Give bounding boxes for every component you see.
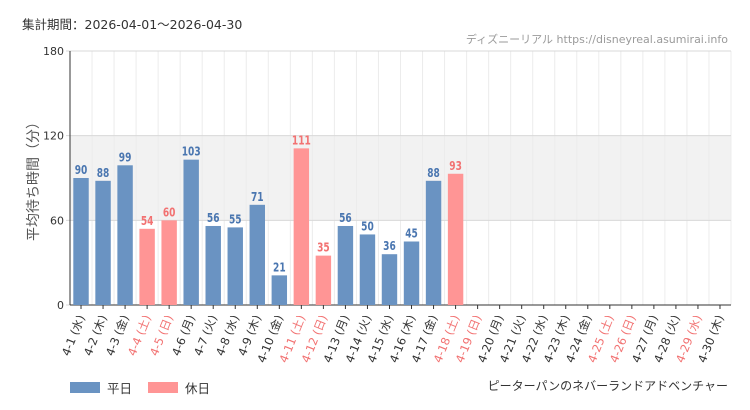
data-label-4-7 (火): 56: [207, 211, 220, 225]
bar-4-14 (火): [359, 234, 376, 305]
bar-4-10 (金): [271, 275, 288, 305]
data-label-4-6 (月): 103: [182, 145, 201, 159]
bar-4-16 (木): [403, 241, 420, 305]
bar-4-8 (水): [227, 227, 243, 305]
data-label-4-17 (金): 88: [427, 166, 440, 180]
data-label-4-1 (水): 90: [75, 163, 88, 177]
data-label-4-18 (土): 93: [449, 159, 462, 173]
bar-4-15 (水): [381, 254, 398, 305]
data-label-4-13 (月): 56: [339, 211, 352, 225]
y-tick-label-60: 60: [50, 214, 64, 227]
bar-4-13 (月): [337, 225, 354, 305]
y-axis-title: 平均待ち時間（分）: [26, 115, 42, 241]
period-label: 集計期間：2026-04-01～2026-04-30: [22, 17, 243, 32]
data-label-4-12 (日): 35: [317, 241, 330, 255]
y-tick-label-180: 180: [43, 45, 64, 58]
bar-4-3 (金): [117, 165, 133, 305]
bar-4-4 (土): [139, 228, 155, 305]
bar-4-9 (木): [249, 204, 265, 305]
y-tick-label-0: 0: [57, 299, 64, 312]
bar-4-12 (日): [315, 255, 332, 305]
bar-4-5 (日): [161, 220, 177, 305]
data-label-4-15 (水): 36: [383, 239, 396, 253]
data-label-4-8 (水): 55: [229, 212, 242, 226]
bar-4-6 (月): [183, 159, 199, 305]
bar-4-11 (土): [293, 148, 310, 305]
source-label: ディズニーリアル https://disneyreal.asumirai.inf…: [465, 33, 728, 46]
ride-name: ピーターパンのネバーランドアドベンチャー: [487, 379, 728, 393]
bar-4-7 (火): [205, 225, 221, 305]
bar-4-18 (土): [447, 173, 464, 305]
legend-swatch-weekday: [70, 382, 100, 393]
data-label-4-9 (木): 71: [251, 190, 264, 204]
legend-swatch-holiday: [148, 382, 179, 393]
bar-4-2 (木): [95, 180, 111, 305]
bar-4-17 (金): [425, 180, 442, 305]
legend-item-weekday[interactable]: 平日: [70, 378, 132, 397]
data-label-4-2 (木): 88: [97, 166, 110, 180]
legend-item-holiday[interactable]: 休日: [148, 378, 210, 397]
legend-label-holiday: 休日: [185, 381, 211, 396]
y-tick-label-120: 120: [43, 130, 64, 143]
data-label-4-11 (土): 111: [292, 133, 311, 147]
data-label-4-5 (日): 60: [163, 205, 176, 219]
bar-4-1 (水): [73, 178, 89, 305]
data-label-4-14 (火): 50: [361, 219, 374, 233]
legend-label-weekday: 平日: [107, 381, 133, 396]
data-label-4-16 (木): 45: [405, 227, 418, 241]
data-label-4-3 (金): 99: [119, 150, 132, 164]
data-label-4-10 (金): 21: [273, 260, 286, 274]
legend: 平日 休日: [70, 378, 226, 397]
data-label-4-4 (土): 54: [141, 214, 154, 228]
